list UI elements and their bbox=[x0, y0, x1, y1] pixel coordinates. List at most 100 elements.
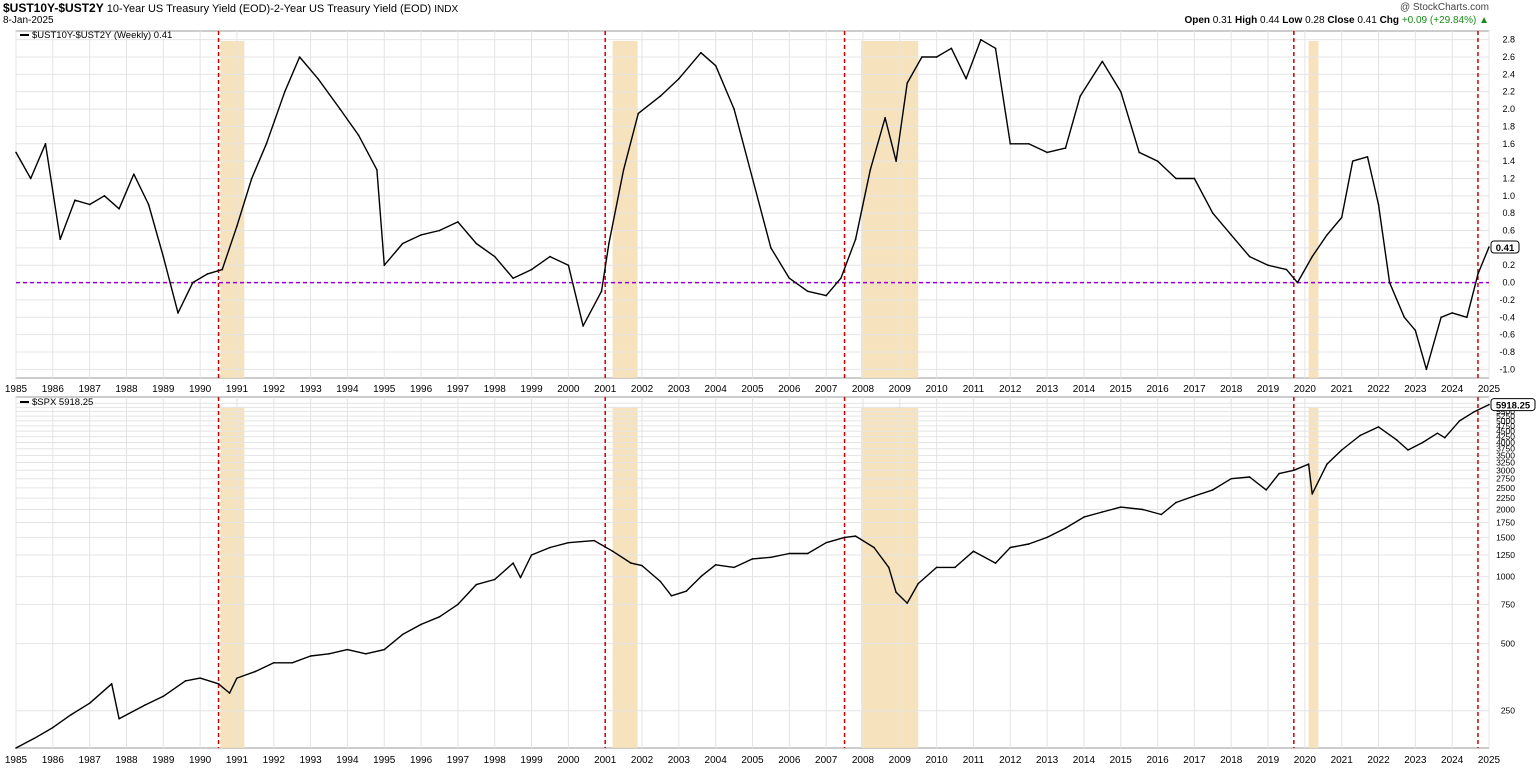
symbol-description: 10-Year US Treasury Yield (EOD)-2-Year U… bbox=[106, 3, 432, 15]
bottom-x-tick-label: 1995 bbox=[373, 755, 396, 766]
data-point bbox=[438, 615, 441, 618]
data-point bbox=[1425, 368, 1428, 371]
spx-series-line bbox=[15, 403, 1490, 749]
data-point bbox=[1175, 501, 1177, 504]
data-point bbox=[659, 95, 662, 97]
data-point bbox=[74, 199, 76, 201]
data-point bbox=[1193, 495, 1196, 497]
top-x-tick-label: 2025 bbox=[1478, 384, 1501, 395]
data-point bbox=[714, 563, 717, 566]
data-point bbox=[1142, 508, 1144, 511]
data-point bbox=[1366, 155, 1369, 158]
bottom-y-tick-label: 5500 bbox=[1496, 407, 1515, 417]
top-y-tick-label: -0.2 bbox=[1499, 295, 1515, 305]
data-point bbox=[401, 242, 404, 245]
top-x-tick-label: 1999 bbox=[520, 384, 543, 395]
top-y-tick-label: 1.0 bbox=[1502, 191, 1515, 201]
data-point bbox=[840, 277, 842, 280]
data-point bbox=[1009, 142, 1012, 145]
data-point bbox=[611, 550, 614, 552]
data-point bbox=[1388, 281, 1391, 284]
data-point bbox=[700, 575, 702, 578]
top-x-tick-label: 1986 bbox=[42, 384, 65, 395]
top-x-tick-label: 2007 bbox=[815, 384, 838, 395]
bottom-x-tick-label: 2005 bbox=[741, 755, 764, 766]
close-label: Close bbox=[1327, 15, 1355, 26]
top-x-tick-label: 1993 bbox=[299, 384, 322, 395]
data-point bbox=[825, 294, 827, 297]
top-y-tick-label: 1.2 bbox=[1502, 173, 1515, 183]
data-point bbox=[1403, 316, 1406, 319]
recession-shade-bottom bbox=[861, 407, 919, 748]
data-point bbox=[103, 195, 106, 197]
data-point bbox=[1083, 516, 1085, 518]
top-y-tick-label: -0.4 bbox=[1499, 312, 1515, 322]
data-point bbox=[1340, 449, 1343, 451]
bottom-y-tick-label: 1750 bbox=[1496, 517, 1515, 527]
bottom-y-tick-label: 4250 bbox=[1496, 432, 1515, 442]
data-point bbox=[221, 268, 224, 271]
data-point bbox=[1230, 477, 1233, 480]
data-point bbox=[567, 264, 570, 267]
data-point bbox=[935, 566, 938, 569]
bottom-y-tick-label: 4750 bbox=[1496, 421, 1515, 431]
top-y-tick-label: 2.6 bbox=[1502, 52, 1515, 62]
data-point bbox=[1311, 493, 1314, 495]
top-x-tick-label: 1989 bbox=[152, 384, 175, 395]
data-point bbox=[118, 717, 120, 720]
data-point bbox=[250, 177, 253, 180]
low-label: Low bbox=[1282, 15, 1303, 26]
data-point bbox=[284, 90, 286, 93]
bottom-x-tick-label: 2021 bbox=[1331, 755, 1354, 766]
data-point bbox=[1160, 513, 1163, 516]
bottom-x-tick-label: 1999 bbox=[520, 755, 543, 766]
data-point bbox=[383, 264, 386, 267]
top-x-tick-label: 2005 bbox=[741, 384, 764, 395]
bottom-x-tick-label: 2024 bbox=[1441, 755, 1464, 766]
data-point bbox=[512, 277, 514, 280]
bottom-x-tick-label: 2004 bbox=[705, 755, 728, 766]
data-point bbox=[582, 325, 584, 327]
data-point bbox=[59, 238, 61, 240]
data-point bbox=[700, 51, 702, 54]
data-point bbox=[873, 546, 875, 549]
bottom-x-tick-label: 1988 bbox=[115, 755, 138, 766]
bottom-y-tick-label: 3750 bbox=[1496, 444, 1515, 454]
bottom-x-tick-label: 2012 bbox=[999, 755, 1022, 766]
data-point bbox=[1293, 469, 1295, 472]
top-x-tick-label: 2002 bbox=[631, 384, 654, 395]
data-point bbox=[921, 56, 923, 58]
data-point bbox=[806, 290, 809, 293]
yield-spread-series-line bbox=[15, 39, 1490, 370]
data-point bbox=[733, 566, 735, 569]
top-x-tick-label: 2008 bbox=[852, 384, 875, 395]
data-point bbox=[887, 566, 890, 569]
data-point bbox=[191, 281, 194, 284]
data-point bbox=[637, 112, 640, 115]
data-point bbox=[52, 726, 54, 729]
top-x-tick-label: 1988 bbox=[115, 384, 138, 395]
data-point bbox=[272, 662, 275, 664]
data-point bbox=[1248, 255, 1251, 258]
bottom-x-tick-label: 2023 bbox=[1404, 755, 1427, 766]
data-point bbox=[825, 541, 827, 544]
data-point bbox=[1212, 489, 1214, 491]
data-point bbox=[33, 737, 36, 740]
data-point bbox=[206, 273, 209, 275]
data-point bbox=[1248, 476, 1251, 478]
data-point bbox=[383, 648, 386, 651]
top-x-tick-label: 1995 bbox=[373, 384, 396, 395]
top-x-tick-label: 1998 bbox=[484, 384, 507, 395]
data-point bbox=[236, 225, 238, 227]
data-point bbox=[1138, 151, 1140, 154]
data-point bbox=[906, 602, 908, 604]
data-point bbox=[1377, 203, 1380, 206]
top-x-tick-label: 2011 bbox=[963, 384, 985, 395]
data-point bbox=[1230, 234, 1233, 236]
data-point bbox=[1477, 273, 1479, 275]
recession-shade-top bbox=[220, 41, 245, 378]
data-point bbox=[177, 312, 179, 314]
data-point bbox=[1444, 436, 1446, 439]
data-point bbox=[608, 242, 610, 245]
top-x-tick-label: 2001 bbox=[594, 384, 617, 395]
